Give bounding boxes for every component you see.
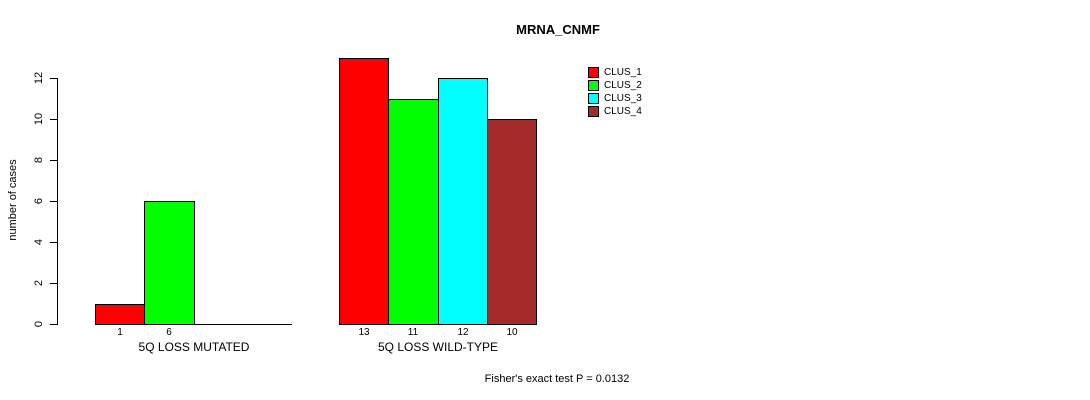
bar-value-label: 6	[166, 327, 172, 338]
legend-label: CLUS_3	[604, 93, 642, 104]
bar	[144, 201, 195, 325]
chart-title: MRNA_CNMF	[516, 22, 600, 37]
y-tick-label: 12	[33, 71, 45, 85]
pvalue-annotation: Fisher's exact test P = 0.0132	[484, 373, 630, 385]
y-tick-label: 4	[33, 238, 45, 246]
y-tick-label: 0	[33, 320, 45, 328]
group-label: 5Q LOSS WILD-TYPE	[377, 340, 499, 354]
y-tick	[50, 201, 57, 202]
legend-label: CLUS_1	[604, 67, 642, 78]
legend-label: CLUS_2	[604, 80, 642, 91]
legend-swatch	[588, 106, 599, 117]
legend-swatch	[588, 80, 599, 91]
y-axis-line	[57, 78, 58, 325]
legend-swatch	[588, 67, 599, 78]
y-tick	[50, 119, 57, 120]
legend-entry: CLUS_1	[588, 66, 642, 79]
y-tick-label: 2	[33, 279, 45, 287]
bar-value-label: 13	[358, 327, 370, 338]
legend-entry: CLUS_4	[588, 105, 642, 118]
y-axis-title: number of cases	[7, 159, 19, 241]
y-tick	[50, 242, 57, 243]
legend-label: CLUS_4	[604, 106, 642, 117]
legend-swatch	[588, 93, 599, 104]
y-tick	[50, 160, 57, 161]
y-tick	[50, 78, 57, 79]
bar	[487, 119, 537, 325]
y-tick	[50, 324, 57, 325]
bar	[339, 58, 389, 325]
group-label: 5Q LOSS MUTATED	[138, 340, 250, 354]
legend: CLUS_1 CLUS_2 CLUS_3 CLUS_4	[588, 66, 642, 118]
bar-value-label: 10	[506, 327, 518, 338]
legend-entry: CLUS_2	[588, 79, 642, 92]
bar-value-label: 11	[407, 327, 419, 338]
y-tick-label: 8	[33, 156, 45, 164]
legend-entry: CLUS_3	[588, 92, 642, 105]
bar	[388, 99, 439, 325]
y-tick	[50, 283, 57, 284]
bar-value-label: 12	[457, 327, 469, 338]
y-tick-label: 10	[33, 112, 45, 126]
bar-value-label: 1	[117, 327, 123, 338]
bar	[438, 78, 488, 325]
bar	[95, 304, 145, 325]
y-tick-label: 6	[33, 197, 45, 205]
